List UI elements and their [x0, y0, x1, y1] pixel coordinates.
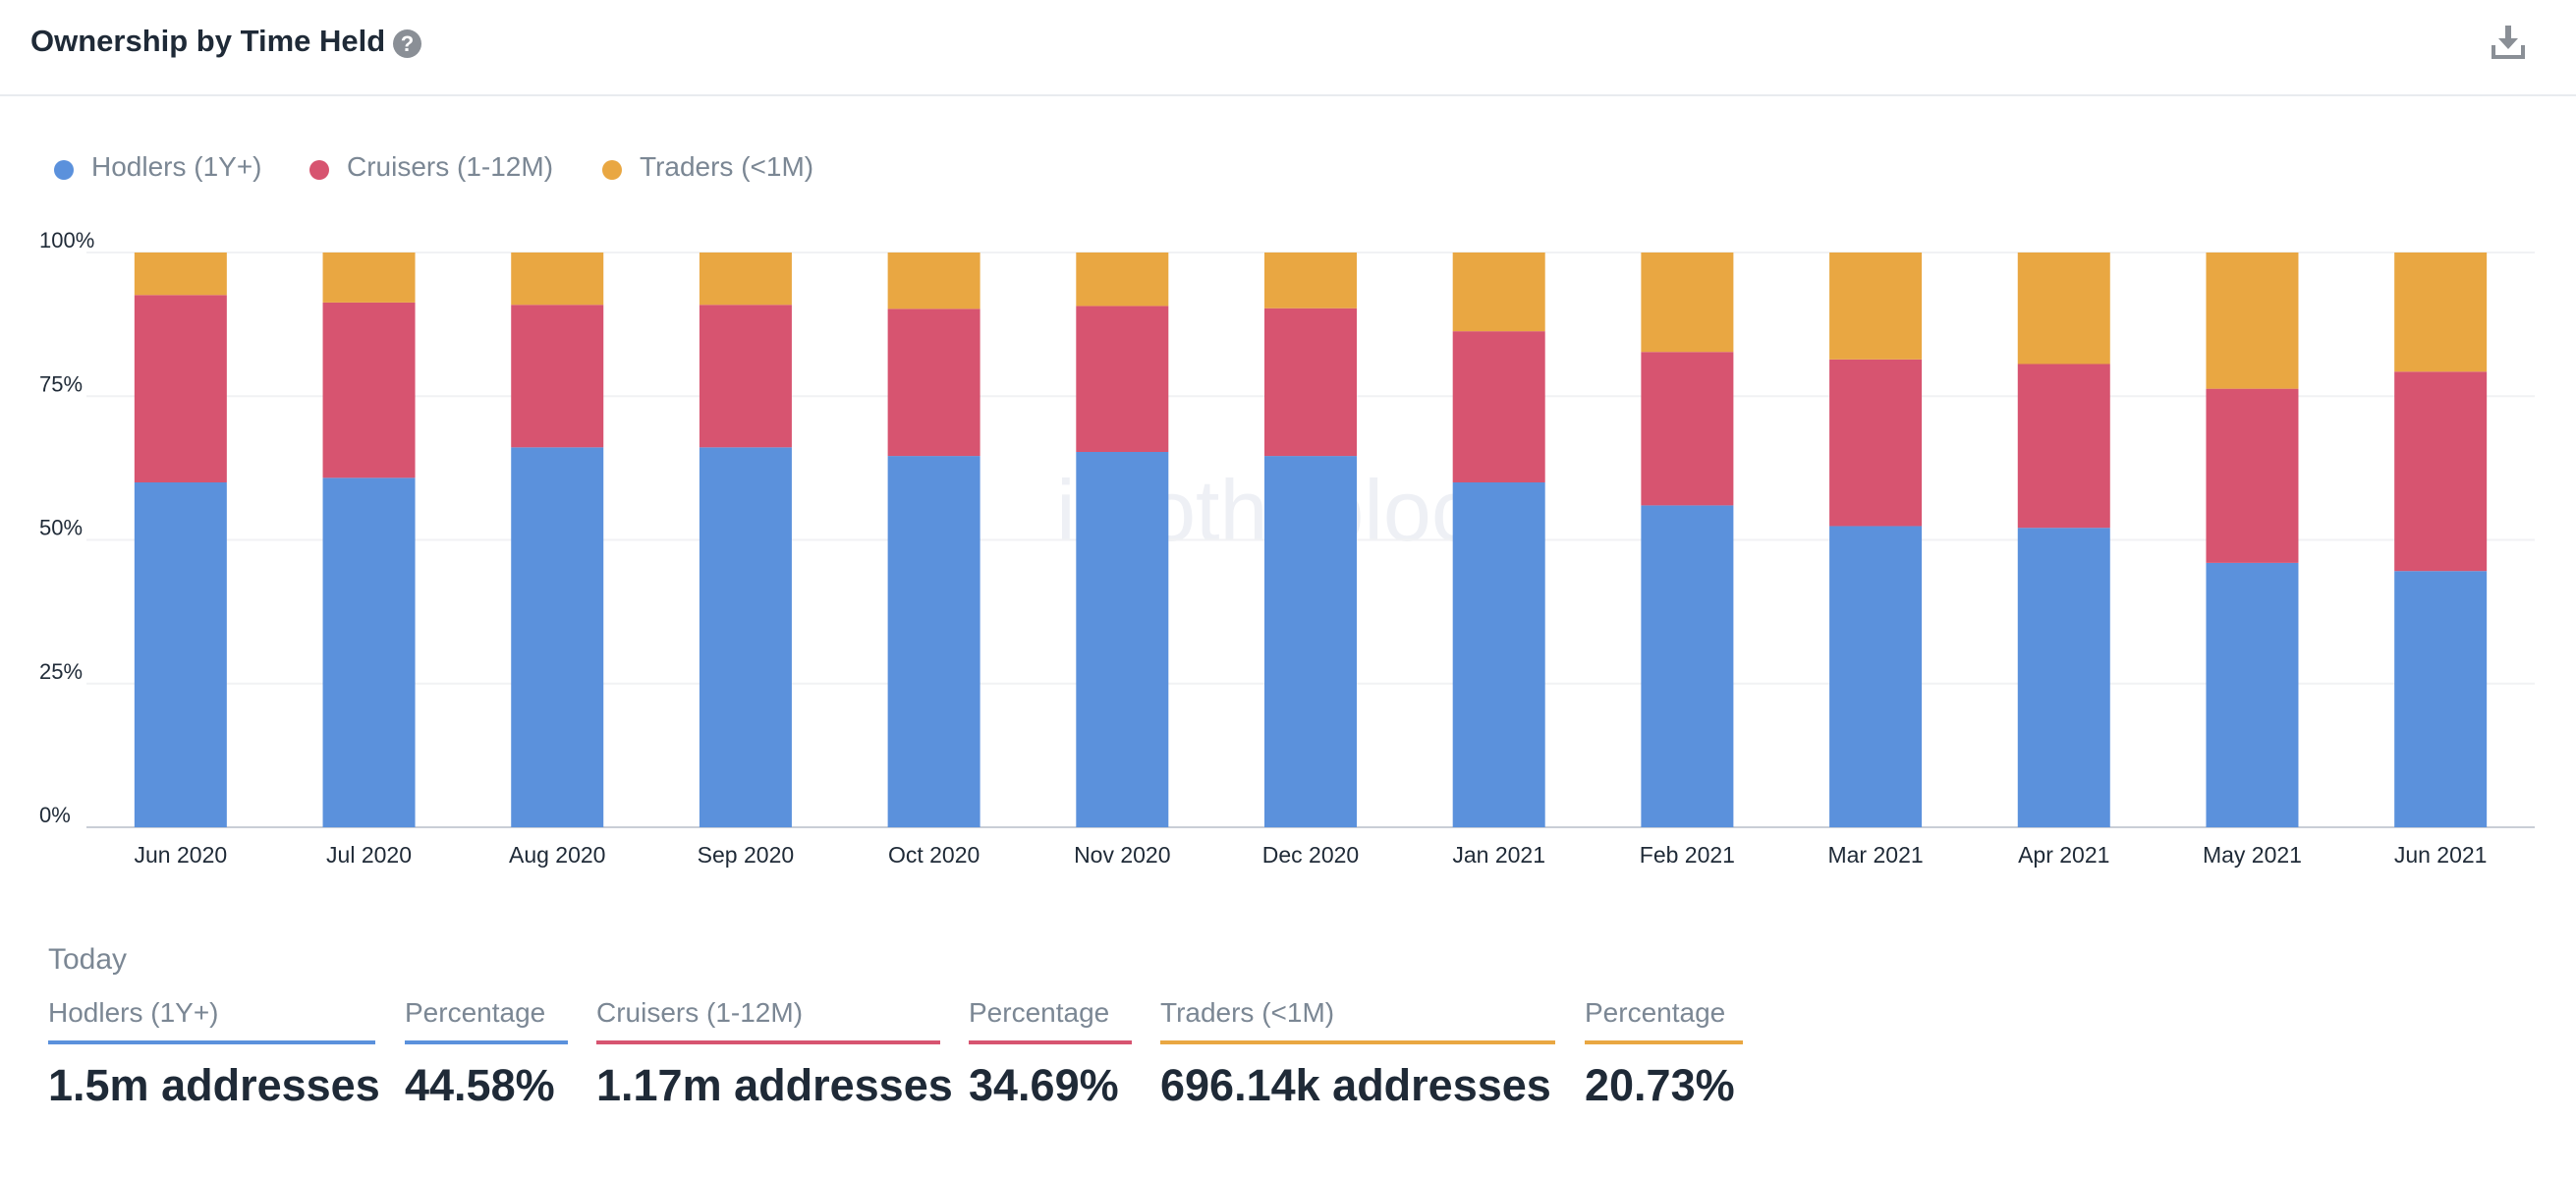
- stat-label: Hodlers (1Y+): [48, 997, 219, 1028]
- bar-segment: [2017, 364, 2110, 529]
- bar-segment: [1641, 352, 1734, 506]
- bar-segment: [134, 295, 227, 482]
- stat-traders-count: Traders (<1M) 696.14k addresses: [1160, 997, 1555, 1111]
- bar-segment: [699, 447, 792, 827]
- download-icon[interactable]: [2492, 24, 2525, 61]
- bar-segment: [1076, 451, 1169, 827]
- bar-segment: [1076, 253, 1169, 307]
- x-tick-label: Sep 2020: [698, 842, 794, 868]
- stat-cruisers-count: Cruisers (1-12M) 1.17m addresses: [596, 997, 953, 1111]
- legend-dot: [54, 160, 74, 180]
- x-tick-label: Dec 2020: [1262, 842, 1359, 868]
- legend-label: Traders (<1M): [640, 151, 814, 182]
- bar-segment: [1829, 526, 1923, 827]
- x-tick-label: Oct 2020: [888, 842, 980, 868]
- x-tick-label: Jul 2020: [326, 842, 412, 868]
- stat-label: Cruisers (1-12M): [596, 997, 804, 1028]
- bar-segment: [1452, 253, 1545, 332]
- y-tick-label: 50%: [39, 516, 83, 540]
- stat-cruisers-percentage: Percentage 34.69%: [969, 997, 1132, 1111]
- bar-segment: [2206, 253, 2299, 389]
- stat-label: Percentage: [405, 997, 546, 1028]
- bar-segment: [1829, 359, 1923, 527]
- y-tick-label: 75%: [39, 371, 83, 396]
- bar-segment: [322, 253, 416, 303]
- bar-segment: [887, 253, 980, 309]
- x-tick-label: May 2021: [2203, 842, 2302, 868]
- legend-label: Hodlers (1Y+): [91, 151, 262, 182]
- bar-segment: [1829, 253, 1923, 360]
- legend-label: Cruisers (1-12M): [347, 151, 554, 182]
- stat-label: Percentage: [969, 997, 1110, 1028]
- stat-label: Traders (<1M): [1160, 997, 1335, 1028]
- stat-underline: [969, 1040, 1132, 1044]
- bar-segment: [2394, 371, 2488, 572]
- stat-hodlers-count: Hodlers (1Y+) 1.5m addresses: [48, 997, 380, 1111]
- bar-segment: [134, 253, 227, 296]
- bar-segment: [134, 482, 227, 827]
- bar-segment: [511, 447, 604, 827]
- chart-header: Ownership by Time Held ?: [0, 0, 2576, 96]
- y-tick-label: 25%: [39, 659, 83, 684]
- x-tick-label: Feb 2021: [1640, 842, 1735, 868]
- stat-underline: [596, 1040, 940, 1044]
- x-tick-label: Mar 2021: [1827, 842, 1923, 868]
- bar-segment: [699, 253, 792, 306]
- bar-segment: [511, 305, 604, 448]
- bar-segment: [1452, 482, 1545, 827]
- stat-value: 34.69%: [969, 1060, 1119, 1110]
- bar-segment: [2017, 528, 2110, 827]
- stat-underline: [48, 1040, 375, 1044]
- bar-segment: [1264, 308, 1357, 457]
- legend-dot: [309, 160, 329, 180]
- stat-hodlers-percentage: Percentage 44.58%: [405, 997, 568, 1111]
- x-tick-label: Apr 2021: [2018, 842, 2109, 868]
- stat-traders-percentage: Percentage 20.73%: [1585, 997, 1743, 1111]
- bar-segment: [1641, 253, 1734, 353]
- bar-segment: [511, 253, 604, 306]
- x-tick-label: Jan 2021: [1452, 842, 1545, 868]
- legend-dot: [602, 160, 622, 180]
- stat-value: 1.17m addresses: [596, 1060, 953, 1110]
- stat-value: 44.58%: [405, 1060, 555, 1110]
- x-tick-label: Aug 2020: [509, 842, 605, 868]
- stat-underline: [1585, 1040, 1743, 1044]
- stat-value: 20.73%: [1585, 1060, 1735, 1110]
- bar-segment: [1452, 331, 1545, 482]
- bar-segment: [887, 309, 980, 457]
- bar-segment: [887, 456, 980, 827]
- bar-segment: [2017, 253, 2110, 365]
- bar-segment: [2206, 562, 2299, 827]
- today-label: Today: [48, 943, 128, 976]
- bar-segment: [1264, 253, 1357, 309]
- bar-segment: [1264, 456, 1357, 827]
- bar-segment: [1076, 306, 1169, 452]
- bar-segment: [2394, 253, 2488, 372]
- x-tick-label: Jun 2021: [2394, 842, 2488, 868]
- x-tick-label: Jun 2020: [135, 842, 228, 868]
- bar-segment: [1641, 505, 1734, 827]
- bar-segment: [322, 477, 416, 827]
- bar-segment: [699, 305, 792, 448]
- stat-value: 1.5m addresses: [48, 1060, 380, 1110]
- bar-segment: [2206, 388, 2299, 563]
- stat-underline: [405, 1040, 568, 1044]
- stat-underline: [1160, 1040, 1555, 1044]
- bar-segment: [2394, 571, 2488, 827]
- bar-segment: [322, 302, 416, 478]
- stat-value: 696.14k addresses: [1160, 1060, 1551, 1110]
- x-tick-label: Nov 2020: [1074, 842, 1170, 868]
- question-circle-icon[interactable]: ?: [393, 29, 421, 58]
- stat-label: Percentage: [1585, 997, 1726, 1028]
- y-tick-label: 0%: [39, 803, 71, 827]
- page-title: Ownership by Time Held: [30, 24, 386, 58]
- y-tick-label: 100%: [39, 228, 94, 253]
